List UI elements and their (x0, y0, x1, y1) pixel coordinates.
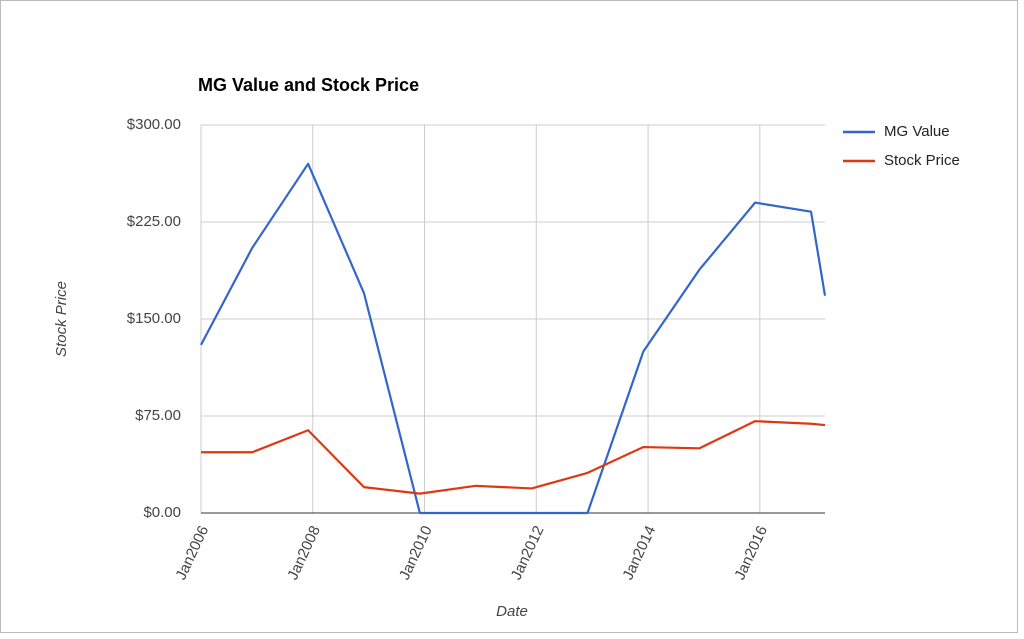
legend-label: Stock Price (884, 152, 960, 169)
x-axis-label: Date (496, 603, 528, 620)
legend-label: MG Value (884, 123, 950, 140)
y-tick-label: $300.00 (127, 116, 181, 133)
y-axis-label: Stock Price (53, 281, 70, 357)
data-line (201, 420, 826, 495)
data-line (200, 162, 827, 515)
y-tick-label: $75.00 (135, 407, 181, 424)
chart-title: MG Value and Stock Price (198, 75, 419, 95)
y-tick-label: $0.00 (143, 504, 181, 521)
y-tick-label: $225.00 (127, 213, 181, 230)
y-tick-label: $150.00 (127, 310, 181, 327)
